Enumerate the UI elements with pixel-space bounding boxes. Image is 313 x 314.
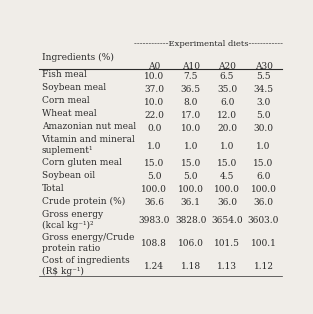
Text: 15.0: 15.0	[144, 160, 164, 168]
Text: A20: A20	[218, 62, 236, 71]
Text: 17.0: 17.0	[181, 111, 201, 120]
Text: 1.12: 1.12	[254, 262, 274, 271]
Text: 1.13: 1.13	[217, 262, 237, 271]
Text: 3603.0: 3603.0	[248, 216, 279, 225]
Text: 3983.0: 3983.0	[139, 216, 170, 225]
Text: 108.8: 108.8	[141, 239, 167, 248]
Text: 30.0: 30.0	[254, 124, 274, 133]
Text: Total: Total	[42, 184, 64, 193]
Text: 3654.0: 3654.0	[211, 216, 243, 225]
Text: Vitamin and mineral
suplement¹: Vitamin and mineral suplement¹	[42, 135, 135, 155]
Text: 15.0: 15.0	[181, 160, 201, 168]
Text: 34.5: 34.5	[254, 85, 274, 94]
Text: 22.0: 22.0	[144, 111, 164, 120]
Text: 1.0: 1.0	[147, 142, 162, 150]
Text: Gross energy/Crude
protein ratio: Gross energy/Crude protein ratio	[42, 233, 134, 253]
Text: 4.5: 4.5	[220, 172, 234, 181]
Text: 100.0: 100.0	[251, 185, 276, 194]
Text: 5.5: 5.5	[256, 72, 271, 81]
Text: 15.0: 15.0	[254, 160, 274, 168]
Text: Soybean oil: Soybean oil	[42, 171, 95, 180]
Text: 20.0: 20.0	[217, 124, 237, 133]
Text: 1.18: 1.18	[181, 262, 201, 271]
Text: 1.24: 1.24	[144, 262, 164, 271]
Text: 100.1: 100.1	[251, 239, 276, 248]
Text: Wheat meal: Wheat meal	[42, 109, 96, 118]
Text: 6.0: 6.0	[256, 172, 271, 181]
Text: Fish meal: Fish meal	[42, 70, 86, 79]
Text: 101.5: 101.5	[214, 239, 240, 248]
Text: 7.5: 7.5	[183, 72, 198, 81]
Text: 36.0: 36.0	[217, 198, 237, 208]
Text: 36.1: 36.1	[181, 198, 201, 208]
Text: Soybean meal: Soybean meal	[42, 84, 106, 92]
Text: 1.0: 1.0	[256, 142, 271, 150]
Text: Cost of ingredients
(R$ kg⁻¹): Cost of ingredients (R$ kg⁻¹)	[42, 256, 129, 276]
Text: Corn meal: Corn meal	[42, 96, 89, 106]
Text: 100.0: 100.0	[141, 185, 167, 194]
Text: 36.6: 36.6	[144, 198, 164, 208]
Text: 5.0: 5.0	[147, 172, 162, 181]
Text: 10.0: 10.0	[144, 98, 164, 107]
Text: A10: A10	[182, 62, 200, 71]
Text: Gross energy
(kcal kg⁻¹)²: Gross energy (kcal kg⁻¹)²	[42, 210, 103, 230]
Text: 37.0: 37.0	[144, 85, 164, 94]
Text: 3.0: 3.0	[256, 98, 271, 107]
Text: 12.0: 12.0	[217, 111, 237, 120]
Text: 5.0: 5.0	[183, 172, 198, 181]
Text: 36.5: 36.5	[181, 85, 201, 94]
Text: 15.0: 15.0	[217, 160, 237, 168]
Text: 1.0: 1.0	[220, 142, 234, 150]
Text: 5.0: 5.0	[256, 111, 271, 120]
Text: 1.0: 1.0	[183, 142, 198, 150]
Text: Ingredients (%): Ingredients (%)	[42, 53, 113, 62]
Text: 0.0: 0.0	[147, 124, 162, 133]
Text: 3828.0: 3828.0	[175, 216, 206, 225]
Text: Amazonian nut meal: Amazonian nut meal	[42, 122, 136, 131]
Text: 6.5: 6.5	[220, 72, 234, 81]
Text: Crude protein (%): Crude protein (%)	[42, 197, 125, 206]
Text: 106.0: 106.0	[178, 239, 204, 248]
Text: A0: A0	[148, 62, 161, 71]
Text: Corn gluten meal: Corn gluten meal	[42, 158, 121, 167]
Text: 10.0: 10.0	[181, 124, 201, 133]
Text: A30: A30	[254, 62, 272, 71]
Text: 6.0: 6.0	[220, 98, 234, 107]
Text: 8.0: 8.0	[183, 98, 198, 107]
Text: 36.0: 36.0	[254, 198, 274, 208]
Text: 35.0: 35.0	[217, 85, 237, 94]
Text: 10.0: 10.0	[144, 72, 164, 81]
Text: ------------Experimental diets------------: ------------Experimental diets----------…	[134, 40, 284, 48]
Text: 100.0: 100.0	[214, 185, 240, 194]
Text: 100.0: 100.0	[178, 185, 204, 194]
